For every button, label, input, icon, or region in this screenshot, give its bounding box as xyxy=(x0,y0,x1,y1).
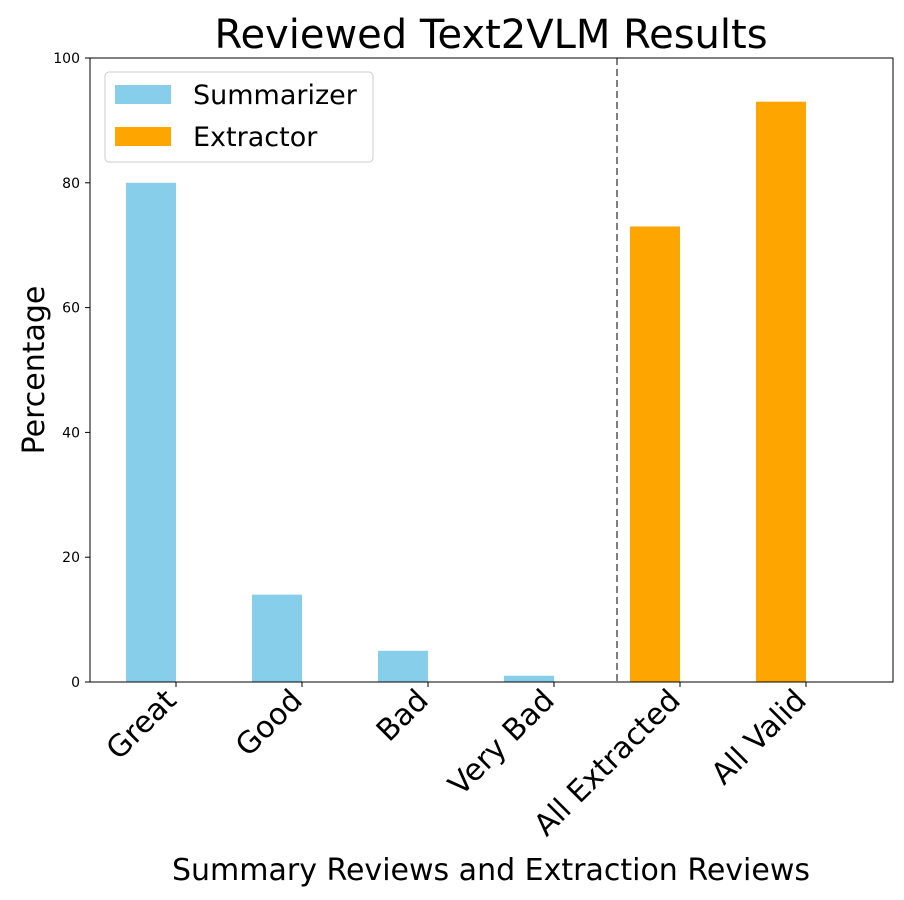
bar-summarizer-great xyxy=(126,182,176,683)
bar-summarizer-bad xyxy=(378,650,428,682)
bar-summarizer-good xyxy=(252,594,302,682)
y-tick-label: 20 xyxy=(62,550,80,566)
y-tick-label: 0 xyxy=(71,675,80,691)
x-tick-label-all-valid: All Valid xyxy=(705,683,814,792)
x-tick-label-bad: Bad xyxy=(370,683,436,749)
legend-label-summarizer: Summarizer xyxy=(193,80,358,111)
y-tick-label: 40 xyxy=(62,425,80,441)
bars-group xyxy=(126,101,806,683)
bar-summarizer-very-bad xyxy=(504,675,554,682)
x-tick-label-great: Great xyxy=(100,683,184,767)
legend-swatch-summarizer xyxy=(115,85,171,104)
plot-frame xyxy=(89,57,894,683)
legend: Summarizer Extractor xyxy=(104,71,374,163)
y-tick-label: 60 xyxy=(62,301,80,317)
bar-extractor-all-valid xyxy=(756,101,806,683)
legend-label-extractor: Extractor xyxy=(193,122,318,153)
x-tick-label-very-bad: Very Bad xyxy=(442,683,562,803)
y-ticks-group: 0 20 40 60 80 100 xyxy=(53,51,90,691)
bar-extractor-all-extracted xyxy=(630,226,680,683)
legend-swatch-extractor xyxy=(115,127,171,146)
legend-box xyxy=(104,71,374,163)
chart-title: Reviewed Text2VLM Results xyxy=(214,12,767,58)
y-tick-label: 100 xyxy=(53,51,80,67)
y-tick-label: 80 xyxy=(62,176,80,192)
y-axis-label: Percentage xyxy=(17,286,52,455)
x-axis-label: Summary Reviews and Extraction Reviews xyxy=(172,853,810,888)
x-tick-label-good: Good xyxy=(229,683,310,764)
